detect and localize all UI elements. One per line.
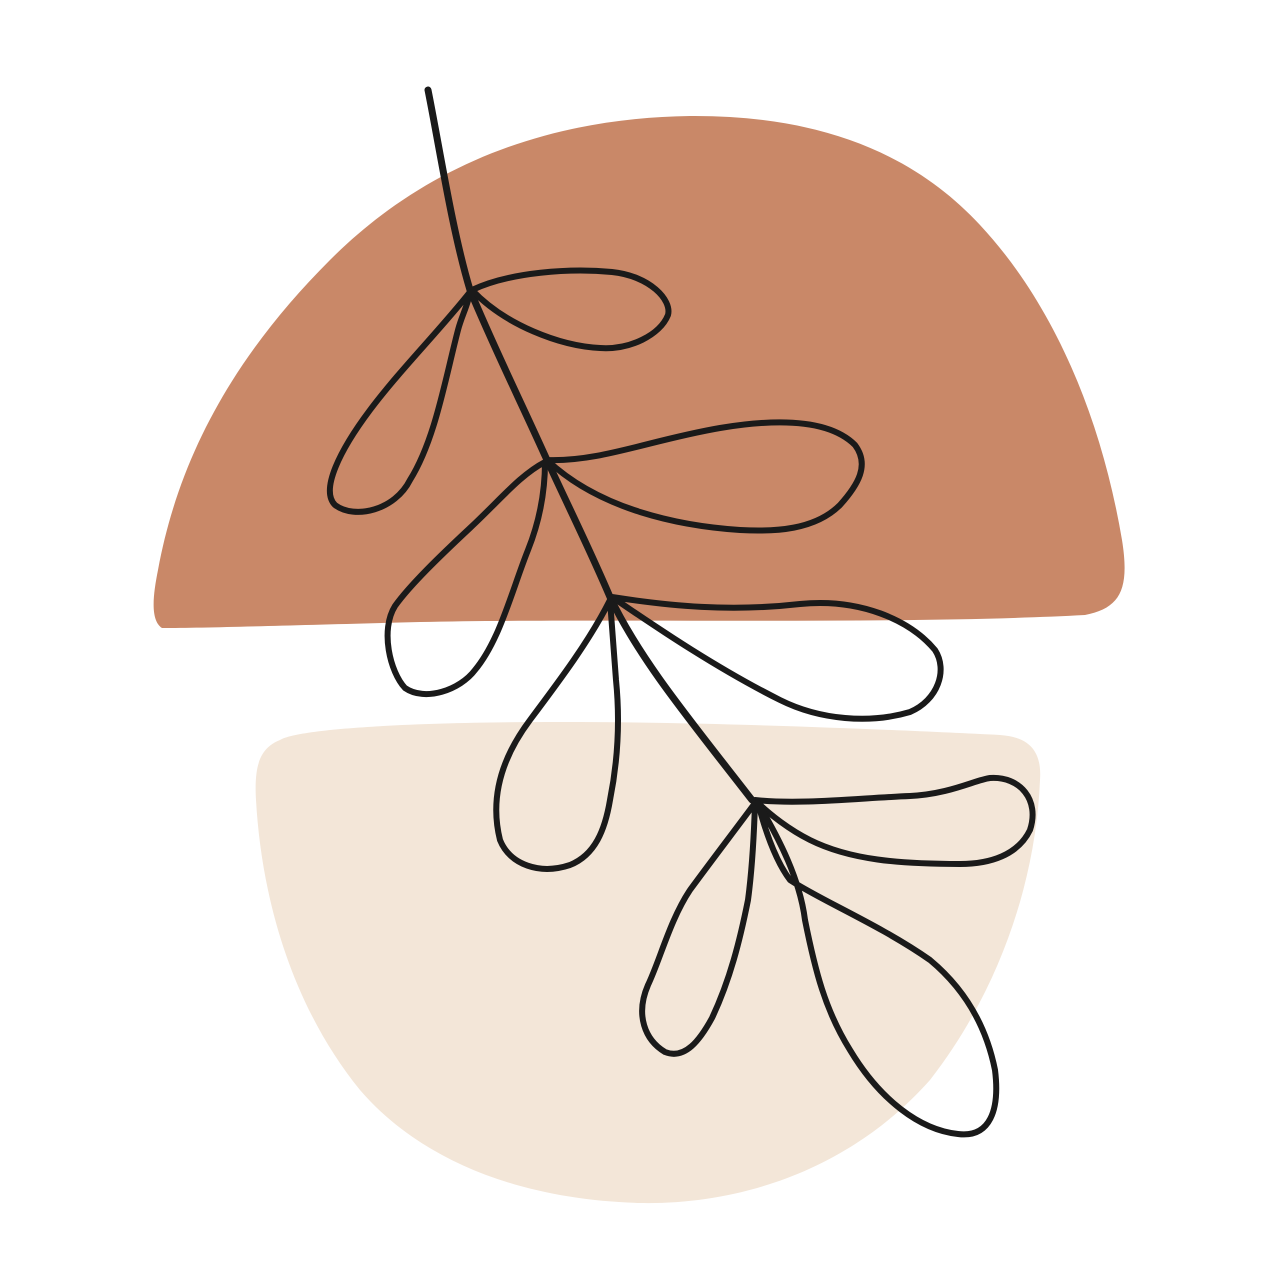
- leaf-1: [469, 267, 672, 352]
- leaf-3: [544, 419, 865, 534]
- leaf-9: [755, 800, 1000, 1138]
- leaf-4: [384, 459, 548, 698]
- leaf-8: [639, 800, 758, 1057]
- leaf-2: [327, 289, 473, 515]
- leaf-6: [493, 597, 621, 872]
- leaf-5: [609, 594, 944, 722]
- leafy-branch-icon: [327, 86, 1036, 1138]
- leaf-7: [752, 774, 1036, 867]
- cream-blob-icon: [255, 722, 1041, 1204]
